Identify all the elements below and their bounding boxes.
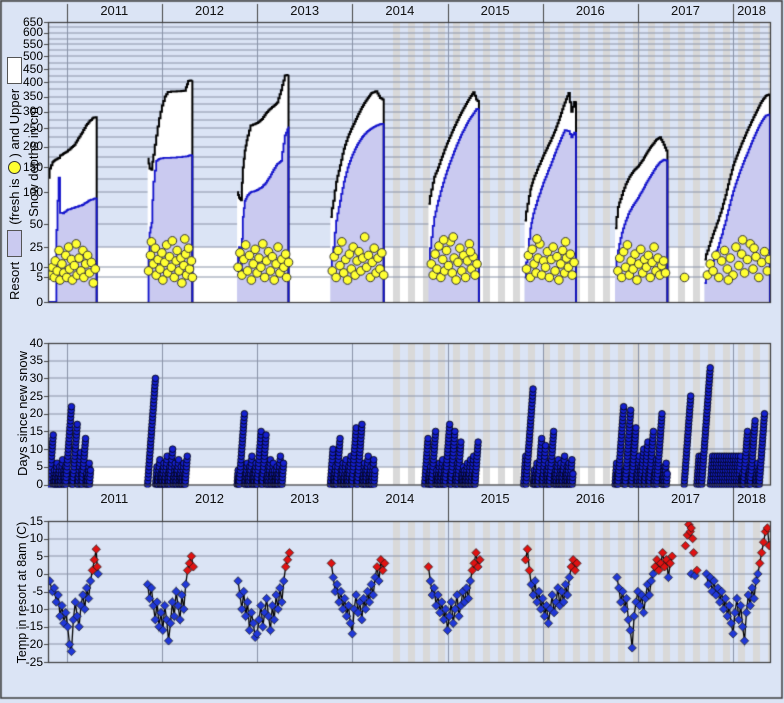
snow-history-chart-window: Resort (fresh is ) and Upper Snow depths… xyxy=(0,0,784,703)
chart-canvas xyxy=(0,0,784,703)
